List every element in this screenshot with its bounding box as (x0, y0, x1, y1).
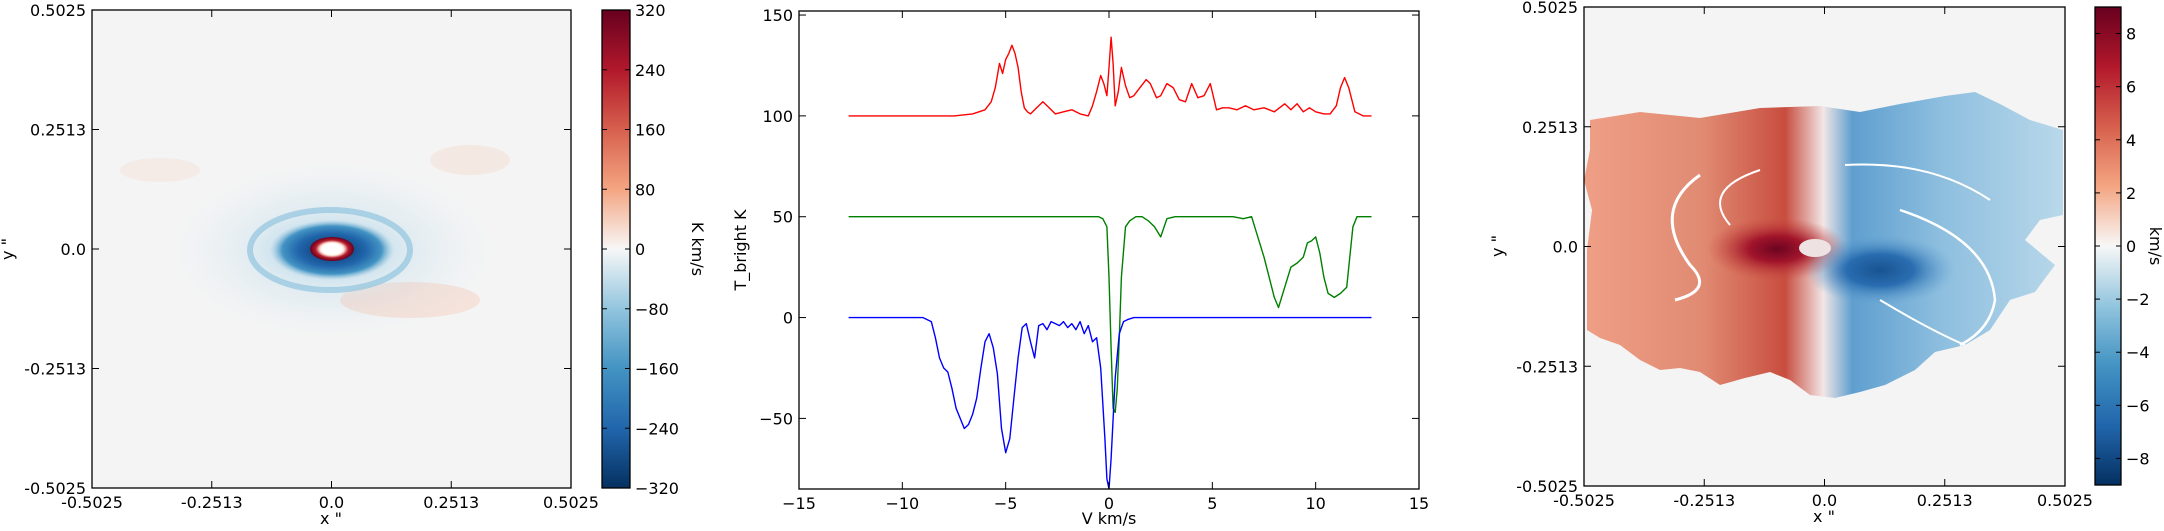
y-tick-label: 0.5025 (30, 1, 86, 20)
y-tick-label: -0.2513 (1516, 357, 1578, 376)
colorbar-tick-label: 8 (2126, 25, 2136, 44)
right-map-y-axis-label: y " (1488, 235, 1507, 257)
spectra-y-axis-label: T_bright K (731, 209, 751, 292)
y-tick-label: 150 (762, 6, 793, 25)
y-tick-label: 0.5025 (1522, 0, 1578, 17)
red-spectrum-line (848, 36, 1372, 117)
x-tick-label: 0.5025 (2037, 491, 2093, 510)
colorbar-tick-label: −160 (635, 360, 679, 379)
x-tick-label: 0.2513 (1917, 491, 1973, 510)
x-tick-label: −15 (782, 494, 816, 513)
y-tick-label: −50 (759, 409, 793, 428)
colorbar-tick-label: 2 (2126, 184, 2136, 203)
left-map-image (120, 145, 510, 345)
left-map-x-axis-label: x " (320, 509, 342, 527)
x-tick-label: 0.5025 (543, 493, 599, 512)
y-tick-label: 0 (783, 309, 793, 328)
colorbar-tick-label: −320 (635, 479, 679, 498)
colorbar-tick-label: 320 (635, 1, 666, 20)
right-map-y-ticks: -0.5025 -0.2513 0.0 0.2513 0.5025 (1516, 0, 2065, 496)
left-map-y-ticks: -0.5025 -0.2513 0.0 0.2513 0.5025 (24, 1, 571, 498)
x-tick-label: 15 (1409, 494, 1429, 513)
x-tick-label: −5 (994, 494, 1018, 513)
spectra-x-ticks: −15 −10 −5 0 5 10 15 (782, 11, 1429, 513)
x-tick-label: 0.0 (319, 493, 344, 512)
colorbar-tick-label: −8 (2126, 449, 2150, 468)
x-tick-label: -0.5025 (61, 493, 123, 512)
colorbar-tick-label: 0 (635, 240, 645, 259)
colorbar-tick-label: −240 (635, 419, 679, 438)
x-tick-label: 5 (1207, 494, 1217, 513)
y-tick-label: 0.0 (61, 240, 86, 259)
x-tick-label: 0 (1104, 494, 1114, 513)
spectra-plot-area (799, 11, 1419, 489)
y-tick-label: 0.0 (1553, 238, 1578, 257)
colorbar-tick-label: 80 (635, 180, 655, 199)
spectra-y-ticks: 150 100 50 0 −50 (759, 6, 1419, 428)
right-map-x-ticks: -0.5025 -0.2513 0.0 0.2513 0.5025 (1553, 7, 2093, 510)
right-colorbar-ticks: 8 6 4 2 0 −2 −4 −6 −8 (2095, 25, 2150, 468)
y-tick-label: 100 (762, 107, 793, 126)
x-tick-label: 0.2513 (423, 493, 479, 512)
right-colorbar: 8 6 4 2 0 −2 −4 −6 −8 km/s (2094, 6, 2164, 486)
left-map-y-axis-label: y " (0, 238, 17, 260)
left-map-x-ticks: -0.5025 -0.2513 0.0 0.2513 0.5025 (61, 10, 599, 512)
left-colorbar-ticks: 320 240 160 80 0 −80 −160 −240 −320 (602, 1, 679, 498)
x-tick-label: -0.2513 (1673, 491, 1735, 510)
green-spectrum-line (848, 215, 1372, 414)
colorbar-tick-label: 160 (635, 121, 666, 140)
y-tick-label: -0.2513 (24, 360, 86, 379)
left-map-panel: -0.5025 -0.2513 0.0 0.2513 0.5025 -0.5025-0.… (0, 1, 599, 528)
left-colorbar: 320 240 160 80 0 −80 −160 −240 −320 K km/s (601, 1, 707, 498)
right-map-panel: -0.5025 -0.2513 0.0 0.2513 0.5025 -0.5025-0.… (1488, 0, 2093, 526)
left-colorbar-label: K km/s (688, 222, 707, 276)
colorbar-tick-label: −2 (2126, 290, 2150, 309)
x-tick-label: −10 (885, 494, 919, 513)
colorbar-tick-label: −6 (2126, 396, 2150, 415)
x-tick-label: -0.2513 (181, 493, 243, 512)
right-colorbar-label: km/s (2146, 227, 2164, 266)
colorbar-tick-label: 6 (2126, 78, 2136, 97)
x-tick-label: 10 (1305, 494, 1325, 513)
y-tick-label: -0.5025 (1516, 477, 1578, 496)
y-tick-label: 0.2513 (30, 121, 86, 140)
colorbar-tick-label: −4 (2126, 343, 2150, 362)
y-tick-label: 0.2513 (1522, 118, 1578, 137)
y-tick-label: -0.5025 (24, 479, 86, 498)
colorbar-tick-label: 0 (2126, 237, 2136, 256)
x-tick-label: -0.5025 (1553, 491, 1615, 510)
colorbar-tick-label: −80 (635, 300, 669, 319)
spectra-x-axis-label: V km/s (1082, 509, 1137, 527)
colorbar-tick-label: 240 (635, 61, 666, 80)
y-tick-label: 50 (773, 208, 793, 227)
x-tick-label: 0.0 (1812, 491, 1837, 510)
right-map-x-axis-label: x " (1813, 507, 1835, 526)
colorbar-tick-label: 4 (2126, 131, 2136, 150)
right-map-image (1584, 92, 2063, 398)
